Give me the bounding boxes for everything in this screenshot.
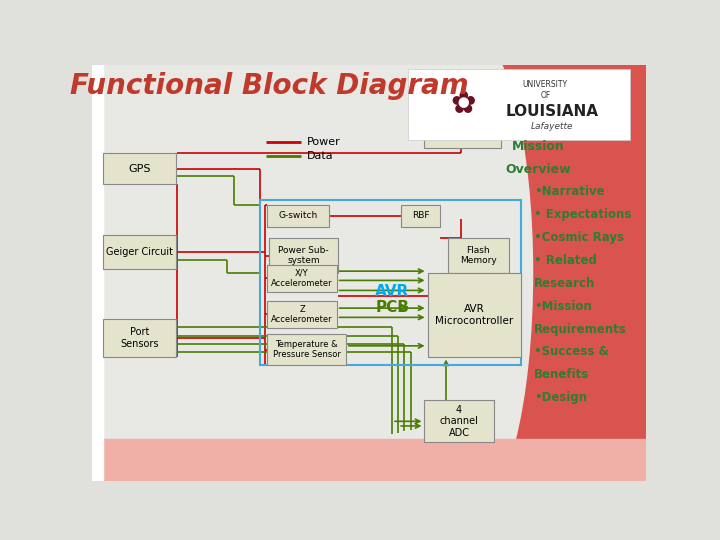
Bar bbox=[92, 65, 127, 481]
Bar bbox=[267, 265, 337, 292]
Bar bbox=[491, 65, 647, 481]
Bar bbox=[425, 117, 501, 148]
Text: AVR: AVR bbox=[375, 285, 409, 300]
Bar bbox=[92, 65, 122, 481]
Text: Mission: Mission bbox=[512, 140, 564, 153]
Text: Flash
Memory: Flash Memory bbox=[460, 246, 497, 266]
Bar bbox=[92, 65, 104, 481]
Bar bbox=[92, 65, 103, 481]
Bar bbox=[269, 239, 338, 273]
Bar bbox=[92, 65, 111, 481]
Bar bbox=[92, 65, 109, 481]
Bar bbox=[92, 65, 115, 481]
Text: G-switch: G-switch bbox=[279, 211, 318, 220]
Bar bbox=[103, 234, 176, 269]
Text: • Related: • Related bbox=[534, 254, 597, 267]
Bar bbox=[103, 319, 176, 357]
Bar bbox=[428, 273, 521, 356]
Bar bbox=[267, 205, 329, 226]
Bar bbox=[267, 301, 337, 328]
Text: GPS: GPS bbox=[128, 164, 150, 174]
Text: Temperature &
Pressure Sensor: Temperature & Pressure Sensor bbox=[273, 340, 341, 360]
Ellipse shape bbox=[410, 33, 533, 512]
Bar bbox=[425, 400, 494, 442]
Bar bbox=[92, 65, 130, 481]
Text: 4
channel
ADC: 4 channel ADC bbox=[440, 404, 479, 438]
Text: • Expectations: • Expectations bbox=[534, 208, 631, 221]
Bar bbox=[92, 65, 107, 481]
Bar bbox=[92, 65, 125, 481]
Text: •Cosmic Rays: •Cosmic Rays bbox=[534, 231, 624, 244]
Bar bbox=[397, 65, 647, 481]
Bar bbox=[92, 65, 106, 481]
Text: Lafayette: Lafayette bbox=[531, 123, 573, 131]
Text: Geiger Circuit: Geiger Circuit bbox=[106, 247, 173, 257]
Bar bbox=[401, 205, 440, 226]
Bar bbox=[92, 65, 128, 481]
Text: Z
Accelerometer: Z Accelerometer bbox=[271, 305, 333, 324]
Bar bbox=[92, 65, 491, 481]
Text: Power: Power bbox=[307, 137, 341, 147]
Text: Batteries
Lithium 9 Volt: Batteries Lithium 9 Volt bbox=[431, 123, 495, 142]
Text: ✿: ✿ bbox=[451, 90, 476, 119]
Text: •Mission: •Mission bbox=[534, 300, 592, 313]
Bar bbox=[92, 65, 118, 481]
Text: Power Sub-
system: Power Sub- system bbox=[278, 246, 329, 266]
Text: X/Y
Accelerometer: X/Y Accelerometer bbox=[271, 268, 333, 288]
Text: Research: Research bbox=[534, 277, 595, 290]
Bar bbox=[260, 200, 521, 365]
Text: Data: Data bbox=[307, 151, 333, 160]
Bar bbox=[92, 65, 491, 481]
Text: PCB: PCB bbox=[375, 300, 409, 315]
Text: Functional Block Diagram: Functional Block Diagram bbox=[70, 72, 468, 100]
Text: •Success &: •Success & bbox=[534, 346, 609, 359]
Text: Port
Sensors: Port Sensors bbox=[120, 327, 159, 349]
Bar bbox=[92, 65, 117, 481]
Text: AVR
Microcontroller: AVR Microcontroller bbox=[436, 304, 513, 326]
Bar bbox=[92, 65, 120, 481]
Text: Requirements: Requirements bbox=[534, 322, 627, 335]
Text: Benefits: Benefits bbox=[534, 368, 590, 381]
Bar bbox=[92, 65, 114, 481]
Text: Overview: Overview bbox=[505, 163, 571, 176]
Bar bbox=[448, 239, 509, 273]
Bar bbox=[408, 69, 629, 140]
Text: UNIVERSITY
OF: UNIVERSITY OF bbox=[523, 80, 568, 100]
Text: •Narrative: •Narrative bbox=[534, 185, 605, 198]
Bar bbox=[92, 65, 124, 481]
Bar bbox=[103, 153, 176, 184]
Bar bbox=[92, 439, 647, 481]
Bar bbox=[92, 65, 121, 481]
Bar bbox=[92, 65, 129, 481]
Bar bbox=[92, 65, 112, 481]
Text: RBF: RBF bbox=[412, 211, 429, 220]
Bar bbox=[267, 334, 346, 365]
Bar bbox=[92, 65, 110, 481]
Ellipse shape bbox=[336, 44, 513, 501]
Text: LOUISIANA: LOUISIANA bbox=[505, 104, 598, 119]
Text: •Design: •Design bbox=[534, 391, 588, 404]
